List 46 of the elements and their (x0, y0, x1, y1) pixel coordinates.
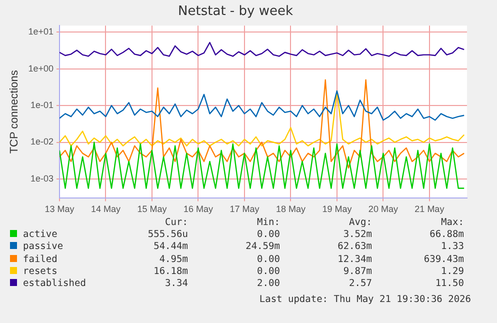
text: Last update: Thu May 21 19:30:36 2026 (259, 294, 471, 305)
chart-title: Netstat - by week (178, 4, 294, 20)
legend-label: failed (22, 252, 58, 266)
text: 3.34 (164, 277, 188, 290)
x-tick-label: 17 May (230, 204, 260, 214)
text: 24.59m (244, 240, 280, 253)
text: 16.18m (152, 265, 188, 278)
text: 66.88m (428, 228, 464, 241)
y-tick-label: 1e+01 (28, 26, 54, 37)
x-tick-label: 14 May (90, 204, 121, 214)
text: 0.00 (256, 228, 280, 241)
y-tick-label: 1e+00 (28, 63, 54, 74)
text: Min: (256, 216, 280, 228)
y-tick-label: 1e-03 (30, 173, 54, 184)
x-tick-label: 19 May (322, 204, 352, 214)
y-tick-label: 1e-01 (30, 100, 54, 110)
text: Cur: (164, 216, 188, 228)
x-tick-label: 16 May (183, 204, 214, 214)
text: 1.33 (440, 240, 464, 253)
text: 639.43m (422, 252, 464, 266)
y-axis-title: TCP connections (8, 70, 21, 154)
text: 4.95m (158, 252, 188, 266)
legend-label: active (22, 228, 58, 241)
legend-label: established (22, 277, 87, 290)
text: 62.63m (336, 240, 372, 253)
text: 0.00 (256, 265, 280, 278)
text: 9.87m (342, 265, 372, 278)
text: Avg: (348, 216, 372, 228)
text: 555.56u (146, 228, 188, 241)
text: 2.57 (348, 277, 372, 290)
legend-label: resets (22, 265, 58, 278)
text: 0.00 (256, 252, 280, 266)
text: 1.29 (440, 265, 464, 278)
text: 12.34m (336, 252, 372, 266)
text: 2.00 (256, 277, 280, 290)
y-tick-label: 1e-02 (30, 136, 54, 147)
x-tick-label: 18 May (276, 204, 306, 214)
x-tick-label: 20 May (368, 204, 398, 214)
text: 11.50 (434, 277, 464, 290)
x-tick-label: 15 May (137, 204, 168, 214)
x-tick-label: 13 May (44, 204, 75, 214)
text: 54.44m (152, 240, 188, 253)
legend-label: passive (22, 240, 64, 253)
x-tick-label: 21 May (414, 204, 445, 214)
text: 3.52m (342, 228, 372, 241)
text: Max: (440, 216, 464, 228)
